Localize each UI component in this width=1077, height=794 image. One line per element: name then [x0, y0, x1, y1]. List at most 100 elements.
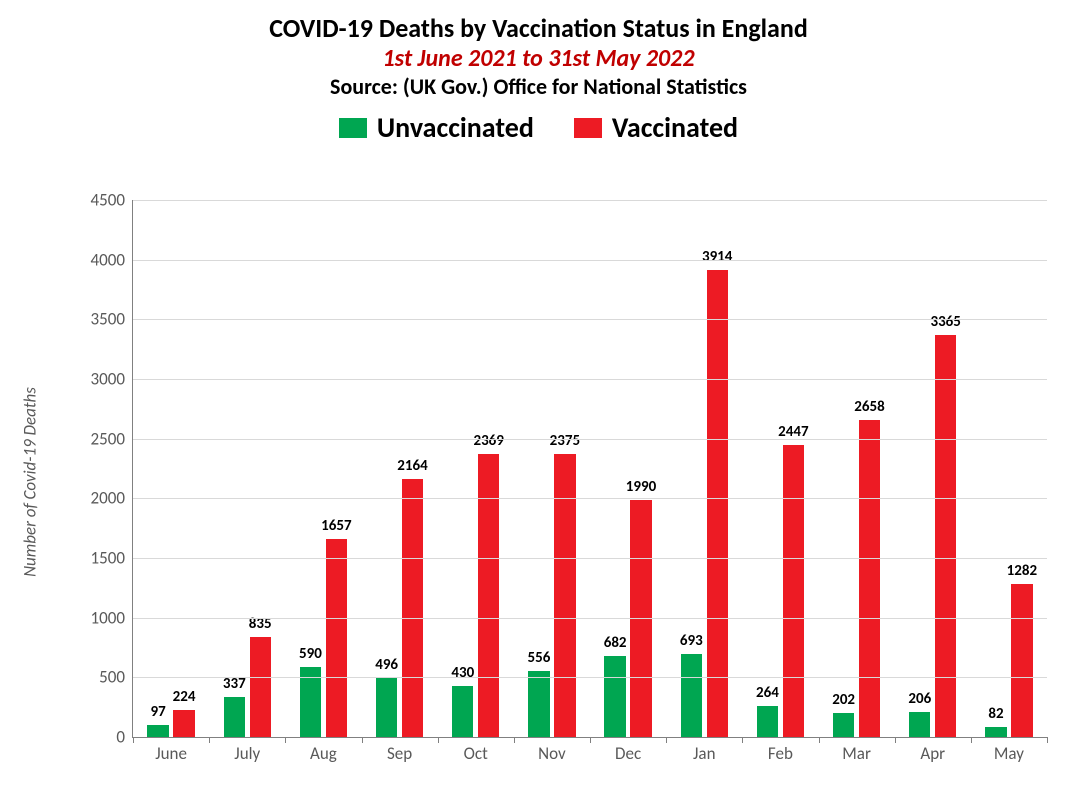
x-tick-label: June: [155, 743, 187, 764]
chart-titles: COVID-19 Deaths by Vaccination Status in…: [0, 0, 1077, 100]
x-tick-mark: [895, 737, 896, 743]
chart-title: COVID-19 Deaths by Vaccination Status in…: [0, 12, 1077, 44]
bar-vaccinated: 2164: [402, 479, 423, 737]
bar-vaccinated: 3914: [707, 270, 728, 737]
bar-unvaccinated: 337: [224, 697, 245, 737]
chart-container: COVID-19 Deaths by Vaccination Status in…: [0, 0, 1077, 794]
legend-label: Vaccinated: [612, 110, 738, 145]
x-tick-label: Sep: [387, 743, 412, 764]
x-tick-mark: [590, 737, 591, 743]
chart-subtitle: 1st June 2021 to 31st May 2022: [0, 44, 1077, 73]
y-tick-label: 4000: [91, 249, 125, 270]
bar-unvaccinated: 97: [147, 725, 168, 737]
y-tick-label: 3000: [91, 369, 125, 390]
bar-vaccinated: 1282: [1011, 584, 1032, 737]
legend-label: Unvaccinated: [377, 110, 534, 145]
bar-unvaccinated: 496: [376, 678, 397, 737]
chart-legend: Unvaccinated Vaccinated: [0, 110, 1077, 145]
gridline: [133, 439, 1047, 440]
gridline: [133, 319, 1047, 320]
bar-data-label: 224: [173, 688, 196, 706]
bar-vaccinated: 835: [250, 637, 271, 737]
bar-unvaccinated: 693: [681, 654, 702, 737]
legend-item-unvaccinated: Unvaccinated: [339, 110, 534, 145]
y-tick-label: 2000: [91, 488, 125, 509]
bar-data-label: 2375: [550, 432, 580, 450]
bar-vaccinated: 2658: [859, 420, 880, 737]
x-tick-label: Dec: [615, 743, 641, 764]
x-tick-mark: [285, 737, 286, 743]
gridline: [133, 260, 1047, 261]
x-tick-mark: [742, 737, 743, 743]
bar-vaccinated: 2375: [554, 454, 575, 737]
x-tick-mark: [133, 737, 134, 743]
bar-data-label: 97: [151, 703, 166, 721]
bar-data-label: 206: [908, 690, 931, 708]
plot-area: 9722433783559016574962164430236955623756…: [132, 200, 1047, 738]
gridline: [133, 498, 1047, 499]
x-tick-mark: [819, 737, 820, 743]
gridline: [133, 200, 1047, 201]
bar-data-label: 202: [832, 691, 855, 709]
y-tick-label: 1500: [91, 548, 125, 569]
x-tick-mark: [438, 737, 439, 743]
gridline: [133, 558, 1047, 559]
x-tick-label: Jan: [693, 743, 716, 764]
x-tick-label: July: [234, 743, 260, 764]
legend-swatch-icon: [339, 118, 367, 138]
bar-data-label: 556: [528, 649, 551, 667]
bar-data-label: 430: [451, 664, 474, 682]
bar-unvaccinated: 682: [604, 656, 625, 737]
x-tick-label: Apr: [920, 743, 945, 764]
x-tick-mark: [514, 737, 515, 743]
bar-unvaccinated: 556: [528, 671, 549, 737]
y-axis-label: Number of Covid-19 Deaths: [20, 387, 41, 577]
bar-data-label: 590: [299, 645, 322, 663]
bar-unvaccinated: 264: [757, 706, 778, 738]
plot-wrapper: Number of Covid-19 Deaths 97224337835590…: [40, 190, 1057, 774]
bar-data-label: 1990: [626, 478, 656, 496]
bar-data-label: 2164: [397, 457, 427, 475]
x-tick-label: Oct: [464, 743, 488, 764]
x-tick-mark: [666, 737, 667, 743]
x-tick-label: May: [994, 743, 1024, 764]
x-tick-label: Mar: [842, 743, 871, 764]
x-tick-mark: [362, 737, 363, 743]
bar-data-label: 1282: [1007, 562, 1037, 580]
bar-data-label: 1657: [321, 517, 351, 535]
y-tick-label: 1000: [91, 607, 125, 628]
x-tick-mark: [971, 737, 972, 743]
bar-data-label: 264: [756, 684, 779, 702]
bar-data-label: 2658: [854, 398, 884, 416]
y-tick-label: 500: [99, 667, 125, 688]
gridline: [133, 618, 1047, 619]
bar-unvaccinated: 206: [909, 712, 930, 737]
bar-data-label: 3365: [930, 313, 960, 331]
bar-vaccinated: 2369: [478, 454, 499, 737]
y-tick-label: 4500: [91, 190, 125, 211]
y-tick-label: 2500: [91, 428, 125, 449]
y-tick-label: 3500: [91, 309, 125, 330]
bar-unvaccinated: 82: [985, 727, 1006, 737]
bar-data-label: 693: [680, 632, 703, 650]
bar-vaccinated: 1657: [326, 539, 347, 737]
bar-vaccinated: 2447: [783, 445, 804, 737]
x-tick-label: Aug: [310, 743, 337, 764]
bar-vaccinated: 224: [173, 710, 194, 737]
y-tick-label: 0: [116, 727, 125, 748]
x-tick-label: Feb: [768, 743, 793, 764]
chart-source: Source: (UK Gov.) Office for National St…: [0, 73, 1077, 100]
bar-data-label: 2369: [473, 432, 503, 450]
bars-layer: 9722433783559016574962164430236955623756…: [133, 200, 1047, 737]
legend-swatch-icon: [574, 118, 602, 138]
bar-data-label: 82: [988, 705, 1003, 723]
x-tick-label: Nov: [538, 743, 566, 764]
bar-unvaccinated: 430: [452, 686, 473, 737]
bar-data-label: 496: [375, 656, 398, 674]
bar-data-label: 3914: [702, 248, 732, 266]
gridline: [133, 379, 1047, 380]
gridline: [133, 677, 1047, 678]
x-tick-mark: [209, 737, 210, 743]
bar-data-label: 682: [604, 634, 627, 652]
legend-item-vaccinated: Vaccinated: [574, 110, 738, 145]
